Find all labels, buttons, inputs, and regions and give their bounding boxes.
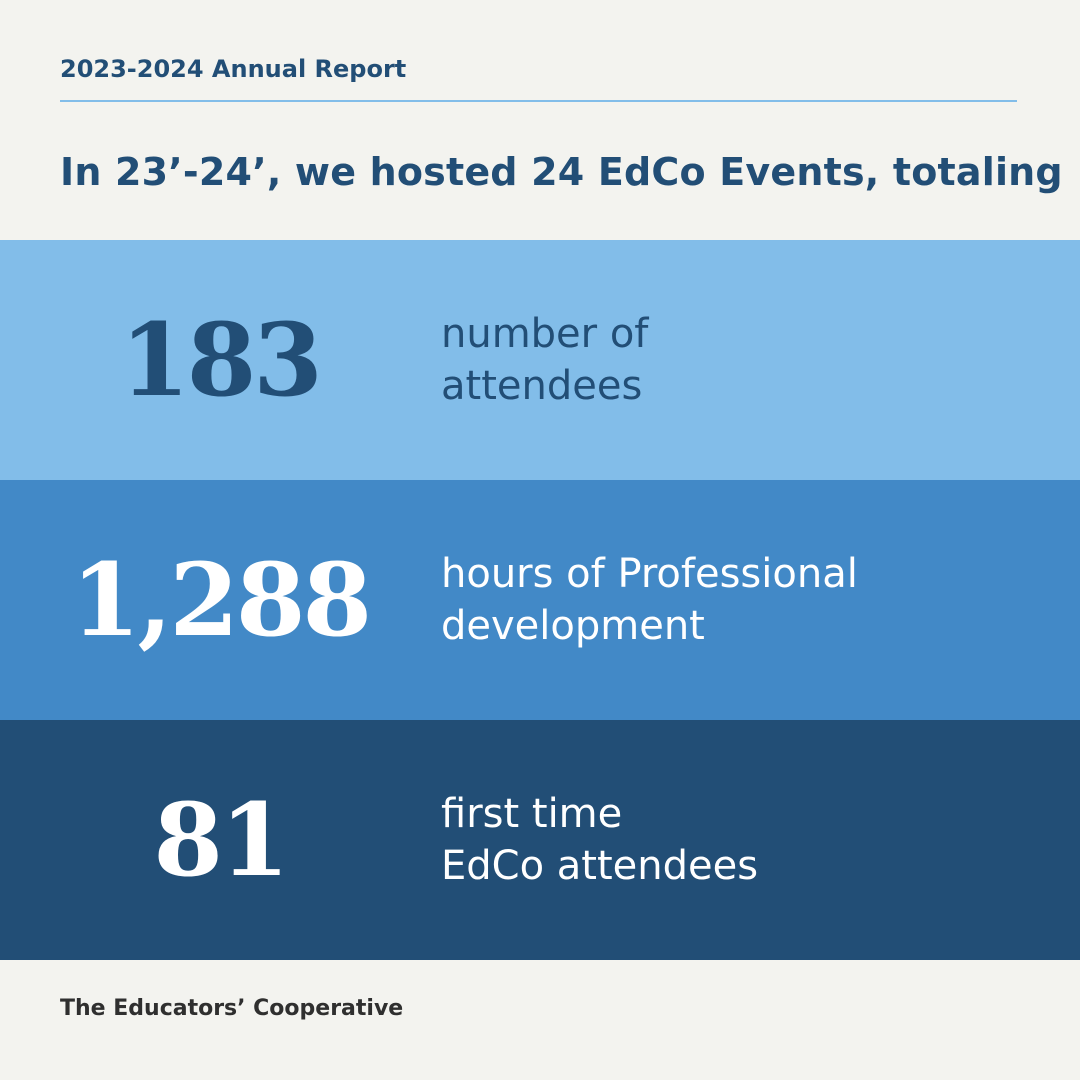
stat-label-line: number of [441,311,649,357]
stat-value-pd-hours: 1,288 [70,541,372,659]
page-headline: In 23’-24’, we hosted 24 EdCo Events, to… [60,150,1063,194]
organization-name: The Educators’ Cooperative [60,996,404,1021]
stat-value-attendees: 183 [120,301,323,419]
stat-band-first-time: 81 first time EdCo attendees [0,720,1080,960]
stat-label-line: EdCo attendees [441,843,759,889]
stat-band-attendees: 183 number of attendees [0,240,1080,480]
stat-label-first-time: first time EdCo attendees [441,720,1041,960]
report-label: 2023-2024 Annual Report [60,55,407,83]
stat-label-attendees: number of attendees [441,240,1041,480]
stat-band-pd-hours: 1,288 hours of Professional development [0,480,1080,720]
stat-label-pd-hours: hours of Professional development [441,480,1041,720]
stat-label-line: attendees [441,363,643,409]
stat-label-line: first time [441,791,623,837]
stat-label-line: hours of Professional [441,551,858,597]
stat-label-line: development [441,603,705,649]
stat-value-first-time: 81 [153,781,289,899]
header-divider [60,100,1017,102]
